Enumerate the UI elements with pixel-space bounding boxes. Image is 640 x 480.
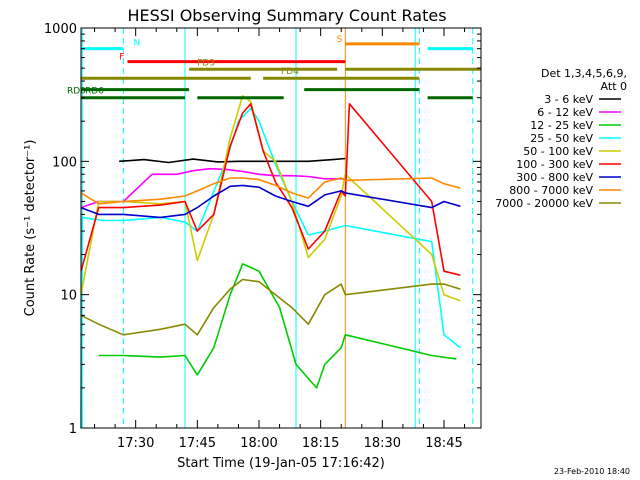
flag-label-fd4: FD4 [281,67,299,77]
legend-entry-label: 300 - 800 keV [516,171,593,184]
vertical-markers [81,28,474,428]
series-line-9 [80,278,461,336]
series-lines [80,95,461,429]
legend-entry-label: 100 - 300 keV [516,158,593,171]
series-line-7 [80,184,461,219]
legend-title: Att 0 [601,80,627,93]
series-line-5 [80,95,461,302]
y-axis-label: Count Rate (s⁻¹ detector⁻¹) [23,140,38,317]
flag-label-f: F [119,53,124,63]
plot-frame [80,27,482,429]
x-tick-label: 18:30 [364,436,401,451]
x-tick-label: 18:00 [240,436,277,451]
legend-entry-label: 12 - 25 keV [530,119,593,132]
series-line-2 [80,167,346,209]
legend-entry-label: 6 - 12 keV [537,106,593,119]
y-tick-label: 10 [60,289,77,304]
y-tick-label: 1000 [44,22,77,37]
flag-label-fd3: FD3 [197,58,215,68]
legend-entry-label: 800 - 7000 keV [509,184,593,197]
x-tick-label: 17:45 [179,436,216,451]
flag-label-rd0: RD0 [67,87,86,97]
flag-label-rd6: RD6 [85,87,104,97]
series-line-4 [80,107,461,429]
axes: 1 10 100 1000 17:30 17:45 18:00 18:15 18:30 18:45 [44,22,482,451]
legend-entry-label: 3 - 6 keV [544,93,593,106]
x-tick-label: 17:30 [117,436,154,451]
series-line-6 [80,103,461,276]
x-tick-label: 18:15 [302,436,339,451]
y-tick-label: 100 [52,155,77,170]
x-axis-label: Start Time (19-Jan-05 17:16:42) [177,456,385,471]
timestamp-label: 23-Feb-2010 18:40 [553,467,630,476]
x-tick-label: 18:45 [425,436,462,451]
flag-label-n: N [133,39,140,49]
flag-bars: N S F FD3 FD4 RD0 RD6 [67,35,481,100]
legend-entry-label: 7000 - 20000 keV [495,197,593,210]
chart-title: HESSI Observing Summary Count Rates [127,6,446,25]
flag-label-s: S [337,35,343,45]
series-line-1 [119,157,346,164]
series-line-8 [80,177,461,205]
legend-entry-label: 50 - 100 keV [523,145,593,158]
series-line-3 [98,263,457,389]
y-tick-label: 1 [69,422,77,437]
legend-entry-label: 25 - 50 keV [530,132,593,145]
legend-title: Det 1,3,4,5,6,9, [541,67,627,80]
